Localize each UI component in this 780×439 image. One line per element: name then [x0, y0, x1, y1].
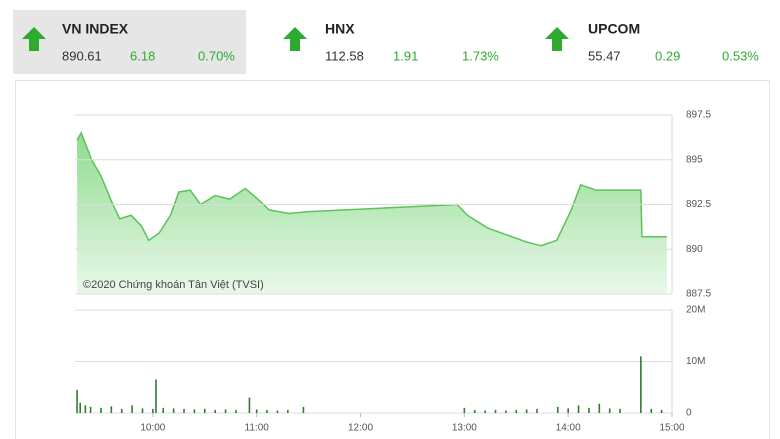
volume-bar: [76, 389, 78, 413]
volume-bar: [608, 408, 611, 413]
y-tick-label: 10M: [686, 356, 705, 367]
area-fill: [77, 132, 667, 294]
volume-bar: [640, 356, 642, 413]
volume-bar: [650, 408, 653, 413]
volume-bar: [302, 406, 305, 413]
y-tick-label: 895: [686, 154, 703, 165]
volume-bar: [248, 397, 251, 413]
x-tick-label: 15:00: [659, 423, 684, 434]
chart-frame: [15, 80, 770, 439]
index-name[interactable]: HNX: [325, 21, 355, 37]
volume-bar: [131, 405, 133, 413]
index-value: 112.58: [325, 48, 364, 63]
volume-bar: [598, 403, 601, 413]
x-tick-label: 13:00: [452, 423, 477, 434]
y-tick-label: 887.5: [686, 289, 711, 300]
index-name[interactable]: VN INDEX: [62, 21, 129, 37]
volume-bar: [235, 409, 237, 413]
volume-bar: [536, 408, 538, 413]
volume-bar: [619, 408, 621, 413]
volume-bar: [155, 379, 157, 413]
y-tick-label: 20M: [686, 305, 705, 316]
volume-bar: [515, 409, 518, 413]
volume-bar: [463, 407, 466, 413]
volume-bar: [193, 409, 196, 413]
active-tile: [13, 10, 246, 74]
index-change: 1.91: [393, 48, 418, 63]
volume-bar: [89, 406, 92, 413]
volume-bar: [567, 408, 569, 413]
index-value: 890.61: [62, 48, 102, 63]
volume-bar: [152, 408, 154, 413]
x-tick-label: 10:00: [140, 423, 165, 434]
volume-bar: [525, 409, 528, 413]
volume-bar: [255, 409, 258, 413]
volume-bar: [484, 410, 486, 413]
volume-bar: [110, 406, 113, 413]
volume-bar: [214, 409, 216, 413]
volume-bar: [473, 409, 476, 413]
volume-bar: [577, 405, 580, 413]
volume-bar: [100, 407, 102, 413]
index-percent: 0.53%: [722, 48, 759, 63]
volume-bar: [588, 407, 590, 413]
up-arrow: [545, 27, 569, 51]
volume-bar: [162, 407, 165, 413]
watermark: ©2020 Chứng khoán Tân Việt (TVSI): [83, 279, 264, 291]
up-arrow: [283, 27, 307, 51]
index-percent: 1.73%: [462, 48, 499, 63]
y-tick-label: 897.5: [686, 110, 711, 121]
volume-bar: [266, 409, 268, 413]
volume-bar: [203, 408, 206, 413]
y-tick-label: 890: [686, 244, 703, 255]
y-tick-label: 892.5: [686, 199, 711, 210]
volume-bar: [505, 410, 507, 413]
volume-bar: [172, 408, 175, 413]
volume-bar: [183, 408, 185, 413]
volume-bar: [287, 409, 289, 413]
x-tick-label: 11:00: [245, 423, 270, 434]
index-change: 6.18: [130, 48, 155, 63]
volume-bar: [141, 408, 144, 413]
index-percent: 0.70%: [198, 48, 235, 63]
index-name[interactable]: UPCOM: [588, 21, 640, 37]
y-tick-label: 0: [686, 408, 692, 419]
x-tick-label: 12:00: [348, 423, 373, 434]
index-value: 55.47: [588, 48, 621, 63]
volume-bar: [224, 409, 227, 413]
volume-bar: [79, 402, 81, 413]
volume-bar: [84, 405, 87, 413]
volume-bar: [120, 408, 123, 413]
volume-bar: [660, 409, 663, 413]
index-change: 0.29: [655, 48, 680, 63]
price-line: [76, 131, 667, 247]
volume-bar: [556, 406, 559, 413]
volume-bar: [276, 410, 279, 413]
volume-bar: [494, 409, 497, 413]
x-tick-label: 14:00: [556, 423, 581, 434]
